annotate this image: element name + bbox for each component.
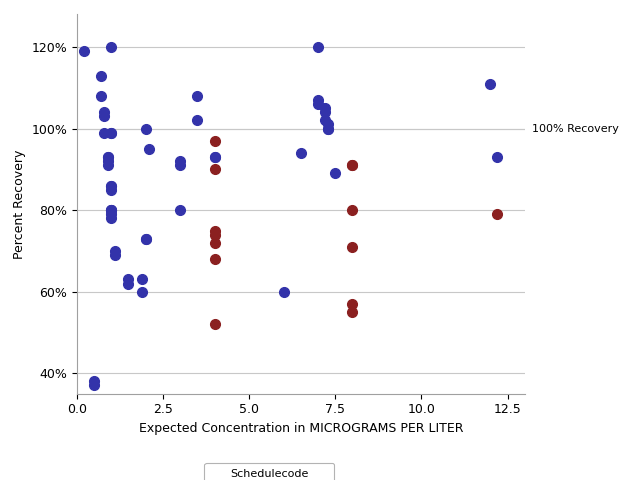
Point	[313, 100, 323, 108]
Point	[175, 206, 186, 214]
Point	[106, 182, 116, 190]
Point	[323, 125, 333, 132]
Point	[99, 129, 109, 136]
Point	[106, 210, 116, 218]
Point	[209, 137, 220, 144]
Point	[102, 153, 113, 161]
Point	[96, 92, 106, 100]
Point	[124, 280, 134, 288]
Point	[320, 117, 330, 124]
Y-axis label: Percent Recovery: Percent Recovery	[13, 149, 26, 259]
Point	[192, 117, 202, 124]
Point	[209, 227, 220, 234]
Point	[278, 288, 289, 296]
Point	[209, 255, 220, 263]
Point	[137, 288, 147, 296]
Point	[109, 247, 120, 255]
Point	[492, 210, 502, 218]
Point	[175, 157, 186, 165]
Point	[106, 215, 116, 222]
Point	[209, 321, 220, 328]
Point	[313, 43, 323, 51]
Point	[348, 161, 358, 169]
Point	[99, 112, 109, 120]
Point	[209, 153, 220, 161]
Point	[141, 235, 151, 242]
Point	[96, 72, 106, 79]
Point	[320, 108, 330, 116]
X-axis label: Expected Concentration in MICROGRAMS PER LITER: Expected Concentration in MICROGRAMS PER…	[138, 422, 463, 435]
Point	[209, 153, 220, 161]
Point	[89, 382, 99, 389]
Point	[323, 125, 333, 132]
Point	[106, 206, 116, 214]
Point	[348, 300, 358, 308]
Point	[492, 153, 502, 161]
Point	[141, 125, 151, 132]
Point	[102, 153, 113, 161]
Point	[330, 169, 340, 177]
Point	[175, 161, 186, 169]
Point	[137, 276, 147, 283]
Point	[485, 80, 495, 87]
Point	[144, 145, 154, 153]
Point	[348, 161, 358, 169]
Point	[106, 129, 116, 136]
Point	[106, 129, 116, 136]
Point	[79, 47, 89, 55]
Point	[348, 206, 358, 214]
Point	[141, 235, 151, 242]
Point	[313, 96, 323, 104]
Point	[348, 308, 358, 316]
Point	[106, 182, 116, 190]
Point	[89, 378, 99, 385]
Point	[209, 239, 220, 247]
Point	[109, 251, 120, 259]
Point	[124, 276, 134, 283]
Point	[209, 166, 220, 173]
Point	[106, 43, 116, 51]
Point	[209, 231, 220, 239]
Legend: 2021, 4440: 2021, 4440	[204, 463, 335, 480]
Point	[102, 161, 113, 169]
Point	[106, 206, 116, 214]
Point	[320, 104, 330, 112]
Point	[102, 157, 113, 165]
Point	[99, 108, 109, 116]
Point	[106, 206, 116, 214]
Point	[106, 186, 116, 193]
Point	[296, 149, 306, 157]
Point	[348, 243, 358, 251]
Point	[323, 120, 333, 128]
Text: 100% Recovery: 100% Recovery	[532, 123, 619, 133]
Point	[192, 92, 202, 100]
